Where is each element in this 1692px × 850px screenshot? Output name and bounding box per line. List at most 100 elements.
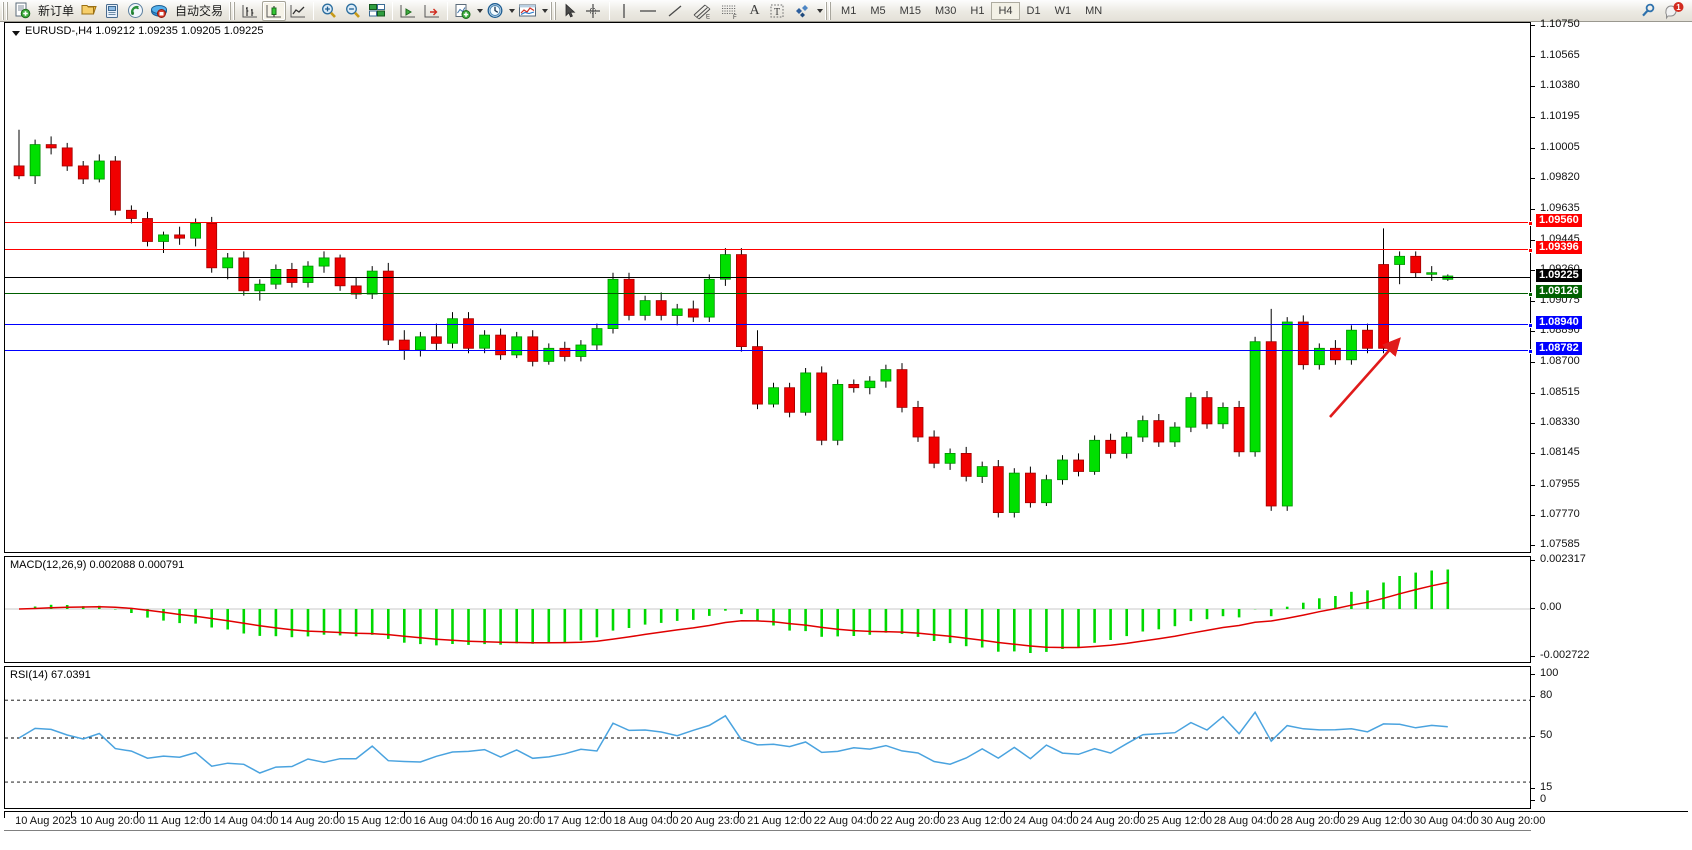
time-tick-label: 11 Aug 12:00 bbox=[147, 815, 212, 827]
price-tag-resistance[interactable]: 1.09396 bbox=[1536, 240, 1582, 254]
rsi-pane[interactable]: RSI(14) 67.0391 bbox=[4, 666, 1531, 809]
current-price-line bbox=[5, 276, 1530, 278]
alerts-icon[interactable]: 1 bbox=[1660, 1, 1688, 21]
time-tick-label: 16 Aug 04:00 bbox=[413, 815, 479, 827]
toolbar-grip-1[interactable] bbox=[2, 1, 9, 20]
crosshair-icon[interactable] bbox=[580, 1, 606, 21]
toolbar-separator-3 bbox=[447, 1, 449, 20]
chart-area[interactable]: EURUSD-,H4 1.09212 1.09235 1.09205 1.092… bbox=[0, 18, 1692, 850]
chart-title: EURUSD-,H4 1.09212 1.09235 1.09205 1.092… bbox=[25, 25, 264, 37]
timeframe-m15[interactable]: M15 bbox=[899, 4, 921, 17]
period-icon[interactable] bbox=[483, 1, 507, 21]
candlestick-icon[interactable] bbox=[262, 0, 287, 21]
price-tag-current-price[interactable]: 1.09225 bbox=[1536, 268, 1582, 282]
timeframe-m30[interactable]: M30 bbox=[935, 4, 957, 17]
autotrading-label: 自动交易 bbox=[175, 4, 224, 18]
price-tag-support[interactable]: 1.09126 bbox=[1536, 285, 1582, 299]
shapes-icon[interactable] bbox=[789, 1, 815, 21]
candlestick-series bbox=[13, 129, 1454, 518]
new-order-label: 新订单 bbox=[38, 4, 75, 18]
time-tick-label: 20 Aug 23:00 bbox=[680, 815, 746, 827]
rsi-series bbox=[5, 699, 1530, 783]
fibonacci-icon[interactable]: F bbox=[716, 1, 744, 21]
time-tick-label: 30 Aug 20:00 bbox=[1480, 815, 1546, 827]
arrow-annotation[interactable] bbox=[1320, 333, 1410, 423]
text-icon[interactable]: A bbox=[749, 2, 760, 18]
time-tick-label: 17 Aug 12:00 bbox=[547, 815, 612, 827]
shapes-dropdown-caret-icon[interactable] bbox=[817, 8, 824, 13]
alerts-count: 1 bbox=[1676, 3, 1681, 12]
timeframe-m1[interactable]: M1 bbox=[841, 4, 857, 17]
time-axis[interactable]: 10 Aug 2023 10 Aug 20:00 11 Aug 12:00 14 Au… bbox=[4, 811, 1545, 831]
price-tag-support[interactable]: 1.08782 bbox=[1536, 341, 1582, 355]
time-tick-label: 15 Aug 12:00 bbox=[346, 815, 412, 827]
time-tick-label: 29 Aug 12:00 bbox=[1347, 815, 1413, 827]
price-axis[interactable]: 1.10750 1.10565 1.10380 1.10195 1.10005 … bbox=[1531, 18, 1688, 809]
svg-text:F: F bbox=[733, 15, 737, 20]
chart-shift-icon[interactable] bbox=[396, 1, 420, 21]
timeframe-m5[interactable]: M5 bbox=[870, 4, 886, 17]
time-tick-label: 22 Aug 20:00 bbox=[880, 815, 946, 827]
svg-text:T: T bbox=[774, 7, 780, 18]
toolbar-grip-4[interactable] bbox=[825, 1, 833, 20]
timeframe-mn[interactable]: MN bbox=[1085, 4, 1103, 17]
indicator-dropdown-caret-icon[interactable] bbox=[477, 8, 484, 13]
level-line-1-08782[interactable] bbox=[5, 348, 1533, 354]
label-icon[interactable]: T bbox=[765, 1, 789, 21]
time-tick-label: 16 Aug 20:00 bbox=[480, 815, 546, 827]
add-indicator-icon[interactable] bbox=[451, 1, 475, 21]
time-tick-label: 23 Aug 12:00 bbox=[947, 815, 1012, 827]
toolbar-separator-1 bbox=[313, 1, 315, 20]
market-icon[interactable] bbox=[147, 1, 171, 21]
equidistant-channel-icon[interactable]: E bbox=[688, 1, 716, 21]
chart-menu-caret-icon[interactable] bbox=[12, 31, 20, 36]
templates-dropdown-caret-icon[interactable] bbox=[542, 8, 549, 13]
folder-icon[interactable] bbox=[78, 1, 101, 21]
time-axis-right-gap bbox=[1531, 811, 1688, 831]
time-tick-label: 24 Aug 20:00 bbox=[1080, 815, 1146, 827]
cursor-icon[interactable] bbox=[559, 1, 580, 21]
timeframe-d1[interactable]: D1 bbox=[1026, 4, 1041, 17]
price-tag-resistance[interactable]: 1.09560 bbox=[1536, 213, 1582, 227]
macd-label: MACD(12,26,9) 0.002088 0.000791 bbox=[10, 559, 185, 571]
level-line-1-09396[interactable] bbox=[5, 247, 1533, 253]
zoom-out-icon[interactable] bbox=[341, 1, 365, 21]
hline-icon[interactable] bbox=[634, 1, 662, 21]
time-tick-label: 28 Aug 04:00 bbox=[1213, 815, 1279, 827]
macd-series bbox=[5, 569, 1530, 653]
period-dropdown-caret-icon[interactable] bbox=[509, 8, 516, 13]
toolbar-separator-4 bbox=[609, 1, 611, 20]
level-line-1-09126[interactable] bbox=[5, 292, 1533, 298]
timeframe-h4[interactable]: H4 bbox=[991, 1, 1020, 20]
timeframe-w1[interactable]: W1 bbox=[1054, 4, 1072, 17]
new-order-button[interactable] bbox=[11, 1, 34, 21]
tile-windows-icon[interactable] bbox=[365, 1, 389, 21]
time-tick-label: 10 Aug 20:00 bbox=[80, 815, 146, 827]
time-tick-label: 28 Aug 20:00 bbox=[1280, 815, 1346, 827]
level-line-1-08940[interactable] bbox=[5, 322, 1533, 328]
templates-icon[interactable] bbox=[515, 1, 540, 21]
signals-icon[interactable] bbox=[124, 1, 147, 21]
vline-icon[interactable] bbox=[613, 1, 634, 21]
level-line-1-09560[interactable] bbox=[5, 220, 1533, 226]
line-chart-icon[interactable] bbox=[286, 1, 310, 21]
zoom-in-icon[interactable] bbox=[317, 1, 341, 21]
toolbar-grip-2[interactable] bbox=[229, 1, 237, 20]
bar-chart-icon[interactable] bbox=[238, 1, 262, 21]
time-tick-label: 14 Aug 20:00 bbox=[280, 815, 346, 827]
trendline-icon[interactable] bbox=[662, 1, 688, 21]
time-tick-label: 18 Aug 04:00 bbox=[613, 815, 679, 827]
search-icon[interactable] bbox=[1636, 1, 1660, 21]
rsi-label: RSI(14) 67.0391 bbox=[10, 669, 91, 681]
price-pane[interactable]: EURUSD-,H4 1.09212 1.09235 1.09205 1.092… bbox=[4, 22, 1533, 553]
time-tick-label: 22 Aug 04:00 bbox=[813, 815, 879, 827]
toolbar-grip-3[interactable] bbox=[550, 1, 558, 20]
timeframe-h1[interactable]: H1 bbox=[970, 4, 985, 17]
toolbar-separator-2 bbox=[392, 1, 394, 20]
price-tag-support[interactable]: 1.08940 bbox=[1536, 315, 1582, 329]
macd-pane[interactable]: MACD(12,26,9) 0.002088 0.000791 bbox=[4, 556, 1531, 663]
main-toolbar: 新订单 bbox=[0, 0, 1692, 22]
auto-scroll-icon[interactable] bbox=[420, 1, 444, 21]
publish-icon[interactable] bbox=[101, 1, 124, 21]
